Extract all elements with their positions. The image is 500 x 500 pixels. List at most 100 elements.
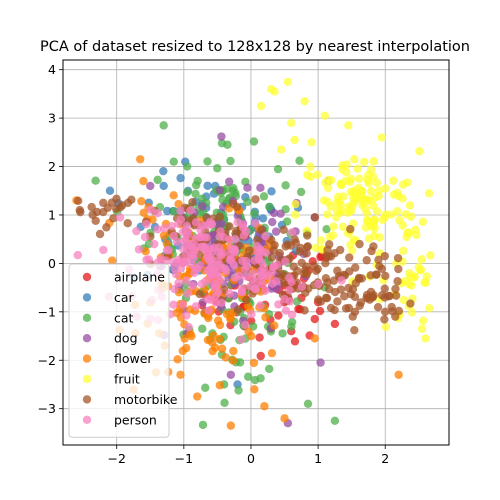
legend-marker-airplane — [82, 272, 92, 282]
data-point-person — [242, 262, 251, 271]
data-point-flower — [213, 316, 223, 325]
legend-label-car: car — [114, 290, 135, 305]
data-point-fruit — [377, 133, 387, 142]
data-point-person — [178, 300, 187, 309]
data-point-dog — [316, 358, 325, 367]
scatter-points — [72, 77, 435, 430]
data-point-flower — [250, 385, 259, 394]
data-point-fruit — [287, 118, 296, 128]
data-point-motorbike — [354, 274, 364, 284]
data-point-person — [251, 218, 260, 228]
data-point-fruit — [370, 193, 379, 203]
data-point-fruit — [389, 176, 398, 185]
data-point-fruit — [339, 192, 348, 201]
x-tick-label: −2 — [107, 451, 125, 466]
data-point-motorbike — [233, 305, 243, 314]
data-point-flower — [182, 343, 191, 353]
data-point-motorbike — [269, 246, 278, 255]
data-point-flower — [310, 334, 319, 343]
data-point-motorbike — [362, 256, 371, 265]
data-point-cat — [287, 317, 297, 327]
x-tick-label: −1 — [175, 451, 193, 466]
data-point-airplane — [310, 314, 319, 324]
data-point-fruit — [367, 222, 376, 231]
data-point-car — [105, 186, 115, 195]
data-point-flower — [209, 331, 218, 340]
data-point-motorbike — [406, 299, 415, 308]
data-point-fruit — [372, 178, 381, 187]
data-point-motorbike — [344, 303, 354, 313]
data-point-fruit — [381, 322, 391, 332]
data-point-fruit — [387, 210, 396, 219]
data-point-fruit — [349, 235, 358, 244]
data-point-flower — [187, 331, 196, 341]
data-point-fruit — [307, 138, 316, 147]
data-point-fruit — [398, 221, 407, 230]
data-point-cat — [250, 209, 259, 218]
data-point-airplane — [255, 333, 264, 342]
data-point-fruit — [337, 180, 346, 189]
data-point-motorbike — [295, 247, 304, 256]
data-point-motorbike — [293, 266, 302, 276]
data-point-flower — [270, 321, 279, 330]
legend: airplane car cat dog flower fruit motorbike per… — [68, 263, 178, 438]
data-point-motorbike — [303, 242, 313, 251]
data-point-flower — [141, 247, 150, 256]
data-point-person — [203, 249, 212, 258]
data-point-fruit — [364, 234, 374, 243]
data-point-cat — [303, 399, 313, 409]
data-point-cat — [292, 297, 302, 306]
data-point-motorbike — [188, 198, 197, 207]
data-point-cat — [91, 176, 100, 185]
data-point-person — [248, 274, 257, 284]
data-point-cat — [250, 375, 260, 385]
data-point-cat — [153, 175, 162, 185]
data-point-person — [132, 226, 141, 236]
data-point-fruit — [416, 265, 426, 275]
data-point-motorbike — [391, 291, 401, 300]
data-point-person — [73, 250, 82, 260]
legend-marker-dog — [82, 334, 92, 343]
data-point-motorbike — [279, 225, 288, 234]
data-point-fruit — [420, 278, 429, 287]
data-point-person — [170, 284, 179, 294]
data-point-person — [247, 310, 256, 319]
data-point-motorbike — [377, 291, 387, 300]
data-point-car — [267, 187, 276, 196]
data-point-motorbike — [350, 292, 360, 302]
data-point-person — [144, 255, 154, 264]
data-point-fruit — [359, 157, 369, 167]
data-point-motorbike — [242, 295, 251, 305]
data-point-car — [159, 181, 168, 191]
data-point-motorbike — [99, 198, 108, 208]
data-point-motorbike — [369, 242, 378, 251]
data-point-person — [182, 276, 191, 285]
data-point-person — [167, 221, 176, 231]
data-point-motorbike — [380, 251, 390, 261]
data-point-person — [281, 306, 291, 315]
data-point-cat — [169, 207, 179, 216]
data-point-motorbike — [377, 264, 387, 273]
data-point-fruit — [398, 180, 408, 189]
data-point-person — [153, 208, 162, 218]
data-point-cat — [273, 164, 283, 174]
y-tick-label: 3 — [48, 111, 56, 126]
data-point-dog — [271, 227, 281, 236]
data-point-person — [196, 233, 205, 242]
y-tick-label: 1 — [48, 207, 56, 222]
data-point-motorbike — [87, 202, 96, 212]
data-point-person — [238, 284, 247, 294]
data-point-fruit — [415, 147, 424, 156]
data-point-person — [188, 281, 197, 291]
data-point-cat — [159, 121, 168, 130]
data-point-person — [297, 282, 307, 291]
data-point-flower — [247, 331, 256, 341]
data-point-dog — [217, 219, 226, 228]
data-point-dog — [268, 217, 277, 227]
data-point-cat — [182, 188, 192, 197]
data-point-person — [216, 227, 225, 236]
data-point-person — [268, 279, 277, 288]
data-point-fruit — [290, 135, 299, 145]
data-point-fruit — [346, 207, 356, 216]
data-point-flower — [176, 370, 185, 379]
